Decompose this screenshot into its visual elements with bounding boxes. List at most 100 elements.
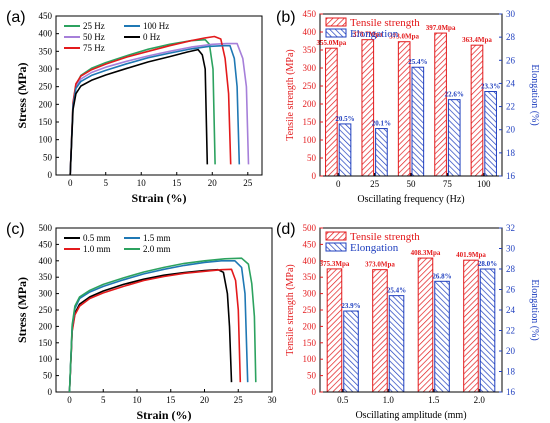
data-label-tensile: 378.7Mpa <box>353 31 383 39</box>
x-tick-label: 25 <box>234 395 244 405</box>
y-tick-label: 200 <box>39 99 53 109</box>
x-tick-label: 15 <box>172 178 182 188</box>
y-axis-title: Stress (MPa) <box>15 62 29 128</box>
x-tick-label: 75 <box>443 179 453 189</box>
bar-elongation <box>343 310 359 393</box>
bar-tensile-strength <box>470 44 484 177</box>
y-tick-label: 100 <box>39 135 53 145</box>
y-right-tick-label: 18 <box>506 367 516 377</box>
series-line-3 <box>69 44 241 176</box>
legend-label: 0 Hz <box>143 32 160 42</box>
y-left-tick-label: 500 <box>303 223 317 233</box>
y-right-tick-label: 26 <box>506 285 516 295</box>
y-right-tick-label: 24 <box>506 305 516 315</box>
x-tick-label: 5 <box>101 395 106 405</box>
bar-elongation <box>375 128 388 177</box>
y-tick-label: 250 <box>39 305 53 315</box>
y-tick-label: 100 <box>39 354 53 364</box>
bar-tensile-strength <box>434 32 447 177</box>
y-left-tick-label: 0 <box>312 171 317 181</box>
y-left-tick-label: 100 <box>303 354 317 364</box>
bar-elongation <box>338 123 352 177</box>
y-right-tick-label: 18 <box>506 148 516 158</box>
bar-tensile-strength <box>417 257 434 393</box>
y-right-tick-label: 16 <box>506 387 516 397</box>
x-axis-title: Oscillating amplitude (mm) <box>355 410 466 421</box>
bar-tensile-strength <box>463 259 479 393</box>
legend-label: 25 Hz <box>83 21 105 31</box>
y-left-tick-label: 50 <box>307 153 317 163</box>
y-left-tick-label: 350 <box>303 45 317 55</box>
data-label-elongation: 20.1% <box>372 120 391 128</box>
y-left-tick-label: 200 <box>303 321 317 331</box>
y-right-tick-label: 28 <box>506 32 516 42</box>
y-left-tick-label: 450 <box>303 239 317 249</box>
y-left-axis-title: Tensile strength (MPa) <box>285 264 296 356</box>
data-label-tensile: 397.0Mpa <box>426 24 456 32</box>
y-tick-label: 400 <box>39 256 53 266</box>
data-label-elongation: 26.8% <box>432 272 451 280</box>
y-right-axis-title: Elongation (%) <box>529 64 540 125</box>
y-right-tick-label: 32 <box>506 223 515 233</box>
x-tick-label: 100 <box>477 179 491 189</box>
legend-label: Elongation <box>350 242 399 254</box>
y-tick-label: 500 <box>39 223 53 233</box>
series-line-2 <box>69 35 232 176</box>
legend-label: 1.5 mm <box>143 233 171 243</box>
bar-elongation <box>484 91 497 177</box>
x-tick-label: 0 <box>68 178 73 188</box>
data-label-elongation: 28.0% <box>478 260 497 268</box>
x-axis-title: Strain (%) <box>132 191 187 205</box>
y-left-tick-label: 250 <box>303 305 317 315</box>
data-label-tensile: 355.0Mpa <box>317 39 347 47</box>
bar-elongation <box>447 99 461 177</box>
legend-label: 0.5 mm <box>83 233 111 243</box>
data-label-elongation: 22.6% <box>445 91 464 99</box>
y-left-tick-label: 300 <box>303 63 317 73</box>
y-tick-label: 50 <box>43 371 53 381</box>
x-tick-label: 25 <box>243 178 253 188</box>
y-tick-label: 150 <box>39 338 53 348</box>
data-label-tensile: 363.4Mpa <box>462 36 492 44</box>
y-right-axis-title: Elongation (%) <box>529 279 540 340</box>
y-axis-title: Stress (MPa) <box>15 277 29 343</box>
data-label-elongation: 20.5% <box>335 115 354 123</box>
bar-tensile-strength <box>372 269 388 393</box>
y-left-tick-label: 400 <box>303 27 317 37</box>
series-line-2 <box>68 260 249 393</box>
data-label-elongation: 25.4% <box>408 58 427 66</box>
bar-elongation <box>479 268 496 393</box>
legend-label: Tensile strength <box>350 17 420 29</box>
y-left-tick-label: 50 <box>307 371 317 381</box>
bar-tensile-strength <box>326 268 343 393</box>
y-right-tick-label: 28 <box>506 264 516 274</box>
y-left-tick-label: 300 <box>303 289 317 299</box>
bar-tensile-strength <box>325 47 338 177</box>
y-left-tick-label: 0 <box>312 387 317 397</box>
x-tick-label: 5 <box>103 178 108 188</box>
series-line-1 <box>69 42 250 176</box>
y-tick-label: 300 <box>39 64 53 74</box>
y-right-tick-label: 30 <box>506 9 516 19</box>
y-right-tick-label: 22 <box>506 102 515 112</box>
panel-label: (c) <box>6 221 25 238</box>
y-right-tick-label: 16 <box>506 171 516 181</box>
y-tick-label: 250 <box>39 82 53 92</box>
y-tick-label: 450 <box>39 239 53 249</box>
x-tick-label: 0 <box>336 179 341 189</box>
x-tick-label: 10 <box>137 178 147 188</box>
y-right-tick-label: 30 <box>506 244 516 254</box>
data-label-elongation: 25.4% <box>387 287 406 295</box>
x-axis-title: Oscillating frequency (Hz) <box>357 194 464 205</box>
y-tick-label: 450 <box>39 11 53 21</box>
y-tick-label: 200 <box>39 321 53 331</box>
y-left-tick-label: 200 <box>303 99 317 109</box>
x-tick-label: 30 <box>268 395 278 405</box>
x-tick-label: 20 <box>208 178 218 188</box>
y-left-tick-label: 350 <box>303 272 317 282</box>
x-tick-label: 2.0 <box>474 395 486 405</box>
x-tick-label: 1.0 <box>383 395 395 405</box>
legend-label: 1.0 mm <box>83 244 111 254</box>
data-label-tensile: 373.0Mpa <box>365 261 395 269</box>
y-right-tick-label: 24 <box>506 78 516 88</box>
